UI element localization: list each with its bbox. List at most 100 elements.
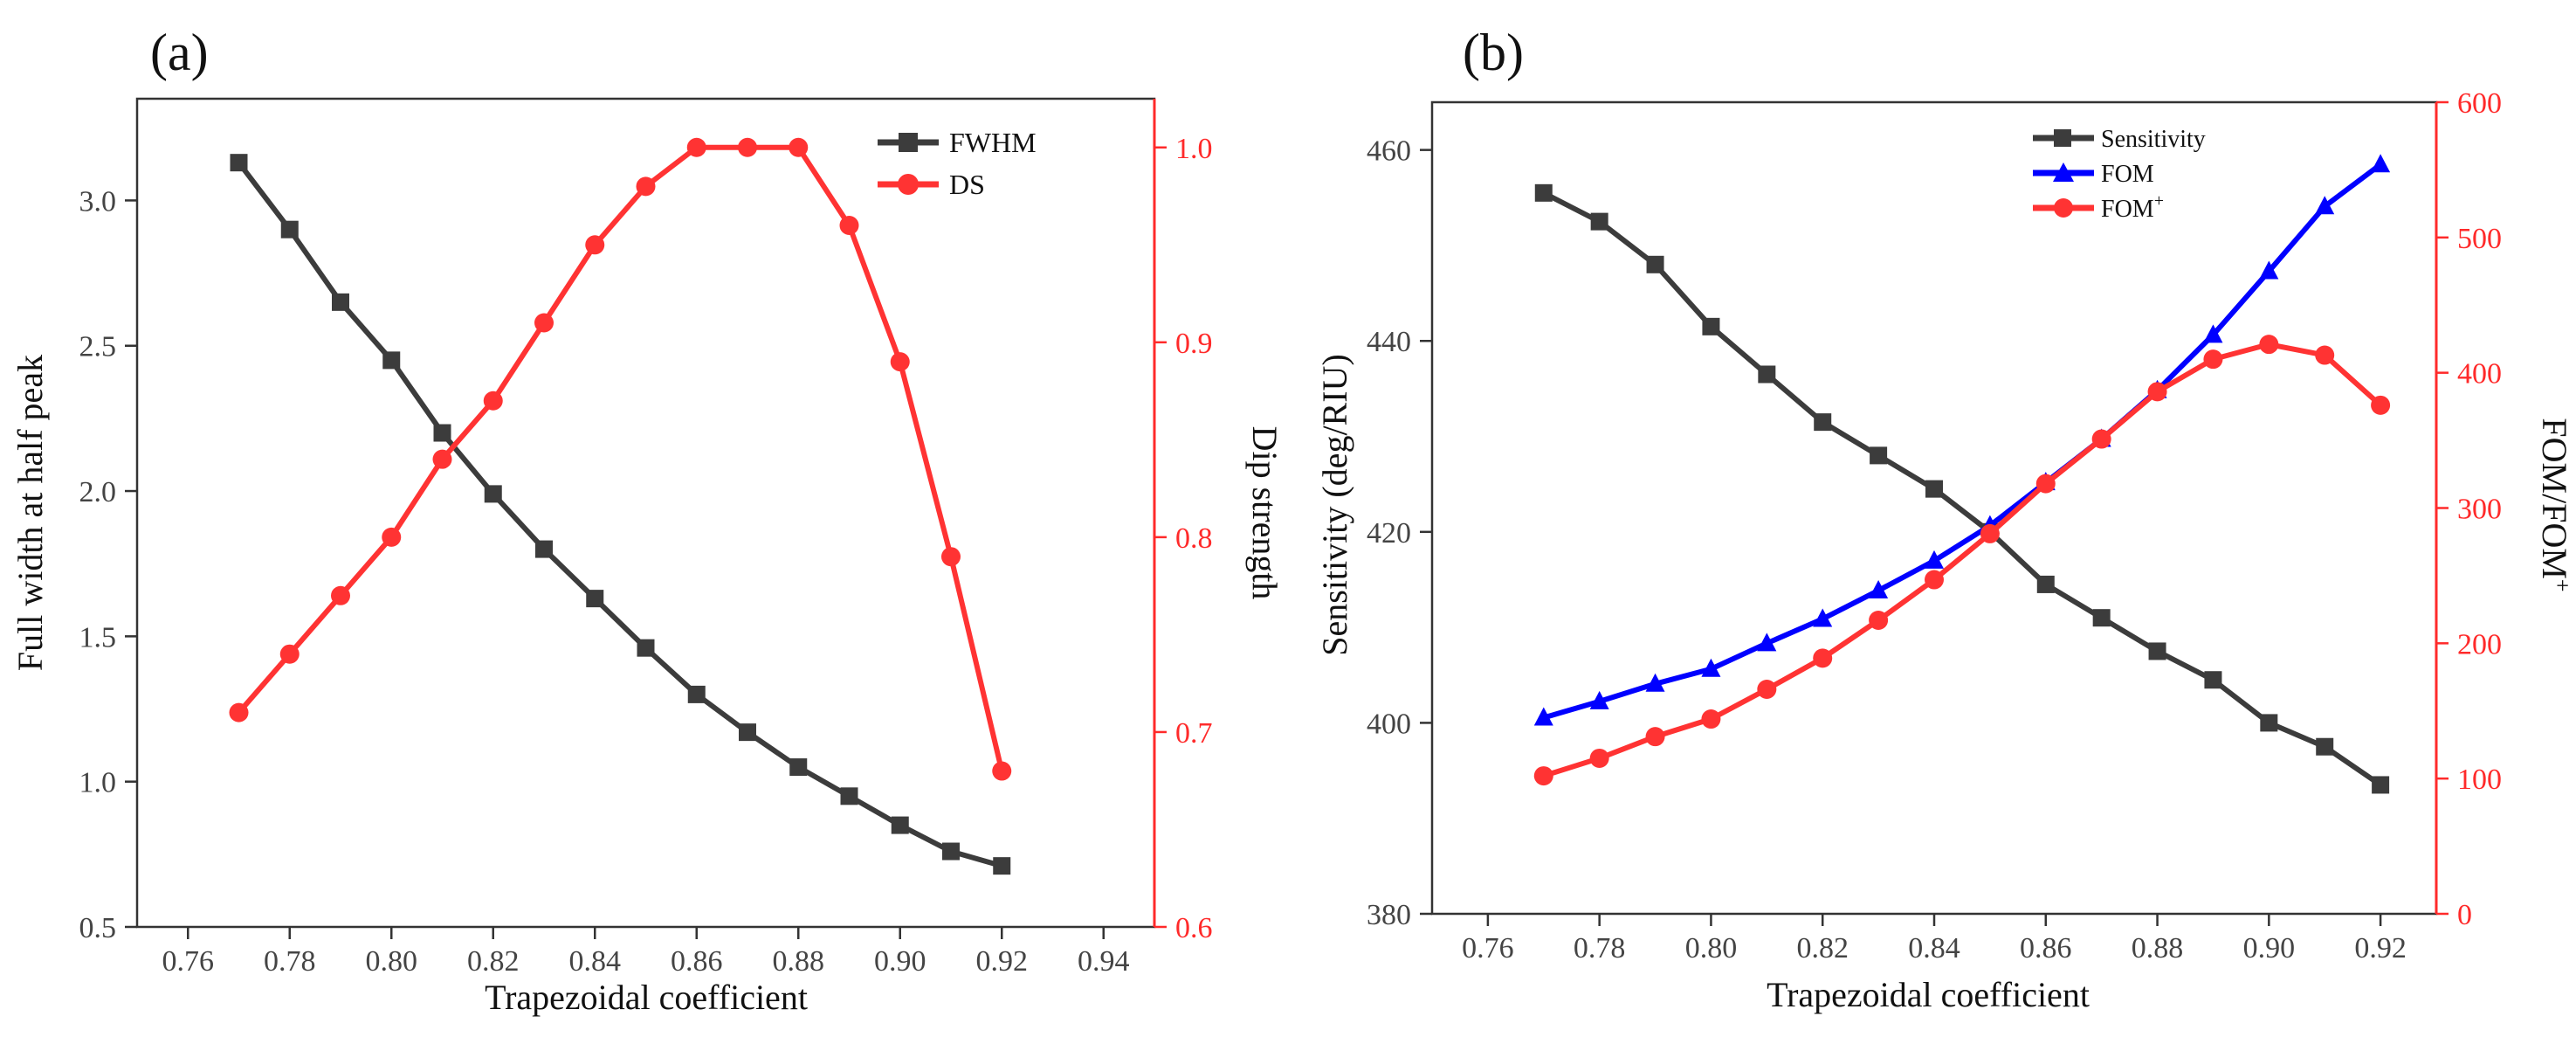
right-y-tick-label: 500 (2457, 223, 2502, 255)
fom-data-point (2315, 196, 2335, 215)
fom-data-point (1533, 707, 1553, 726)
fomplus-data-point (2147, 382, 2167, 402)
ds-data-point (585, 235, 605, 255)
x-tick-label: 0.80 (366, 945, 418, 978)
panel-a-right-y-ticks: 0.6 0.7 0.8 0.9 1.0 (1153, 99, 1213, 944)
ds-data-point (992, 761, 1012, 781)
ds-data-point (229, 702, 249, 722)
right-y-tick-label: 0.8 (1175, 522, 1213, 555)
fwhm-series-line (237, 161, 1003, 869)
left-y-tick-label: 1.5 (79, 621, 117, 653)
fomplus-data-point (1925, 570, 1944, 590)
panel-b-series (1533, 154, 2391, 794)
x-tick-label: 0.78 (264, 945, 316, 978)
ds-data-point (534, 313, 554, 333)
right-y-tick-label: 100 (2457, 764, 2502, 796)
x-tick-label: 0.84 (1908, 932, 1960, 964)
sensitivity-data-point (2316, 737, 2334, 756)
x-tick-label: 0.88 (773, 945, 825, 978)
panel-b-x-ticks: 0.76 0.78 0.80 0.82 0.84 0.86 0.88 0.90 0.92 (1462, 914, 2407, 964)
panel-b-legend: Sensitivity FOM FOM+ (2033, 126, 2206, 223)
left-y-tick-label: 2.5 (79, 331, 117, 363)
panel-a-legend: FWHM DS (878, 127, 1037, 200)
sensitivity-data-point (1590, 212, 1608, 231)
ds-data-point (686, 137, 706, 157)
fomplus-data-point (2371, 395, 2391, 415)
fwhm-data-point (687, 685, 706, 703)
legend-fwhm-marker (899, 133, 918, 152)
fom-data-point (2203, 324, 2223, 343)
ds-data-point (483, 391, 503, 411)
left-y-tick-label: 400 (1367, 708, 1411, 740)
fwhm-data-point (535, 540, 553, 558)
fom-data-point (1925, 550, 1944, 569)
sensitivity-data-point (2036, 575, 2055, 593)
ds-data-point (738, 137, 757, 157)
sensitivity-data-point (1758, 365, 1776, 384)
fwhm-data-point (433, 424, 451, 442)
panel-b-label: (b) (1463, 24, 1524, 81)
left-y-tick-label: 0.5 (79, 912, 117, 944)
fomplus-data-point (1980, 523, 2000, 543)
panel-b-right-y-ticks: 0 100 200 300 400 500 600 (2435, 87, 2502, 931)
sensitivity-data-point (1646, 255, 1664, 273)
fom-data-point (1757, 633, 1777, 652)
right-y-tick-label: 0.7 (1175, 717, 1213, 750)
fom-data-point (1701, 658, 1721, 677)
x-tick-label: 0.94 (1078, 945, 1130, 978)
right-y-tick-label: 1.0 (1175, 133, 1213, 165)
fwhm-data-point (789, 758, 808, 777)
left-y-tick-label: 440 (1367, 326, 1411, 358)
fwhm-data-point (637, 639, 655, 657)
sensitivity-data-point (2148, 642, 2166, 660)
legend-fom-marker (2053, 162, 2074, 182)
right-y-tick-label: 300 (2457, 494, 2502, 526)
fom-data-point (2259, 260, 2279, 280)
sensitivity-data-point (1814, 413, 1832, 432)
left-y-tick-label: 3.0 (79, 185, 117, 218)
left-y-tick-label: 460 (1367, 135, 1411, 168)
legend-sensitivity-label: Sensitivity (2101, 126, 2206, 153)
x-tick-label: 0.92 (2354, 932, 2407, 964)
fom-data-point (1645, 673, 1665, 692)
fom-series-line (1542, 162, 2382, 721)
sensitivity-data-point (2092, 609, 2111, 627)
fomplus-data-point (2035, 474, 2056, 494)
legend-fomplus-label: FOM+ (2101, 191, 2164, 223)
fom-data-point (1589, 690, 1609, 709)
fwhm-data-point (280, 220, 299, 239)
x-tick-label: 0.92 (976, 945, 1029, 978)
right-y-tick-label: 0.9 (1175, 328, 1213, 360)
panel-a-series (229, 137, 1012, 875)
fwhm-data-point (942, 842, 960, 861)
fwhm-data-point (484, 485, 502, 503)
panel-b-left-y-axis-title: Sensitivity (deg/RIU) (1315, 354, 1354, 656)
right-y-tick-label: 200 (2457, 628, 2502, 660)
panel-a-right-y-axis-title: Dip strength (1245, 426, 1285, 600)
left-y-tick-label: 2.0 (79, 476, 117, 508)
x-tick-label: 0.88 (2132, 932, 2184, 964)
fwhm-data-point (332, 293, 349, 311)
fomplus-data-point (2315, 345, 2335, 365)
panel-b-x-axis-title: Trapezoidal coefficient (1767, 975, 2090, 1014)
panel-b: (b) 0.76 0.78 0.80 0.82 0.84 0.86 0.88 0.90 0.92… (1315, 24, 2575, 1014)
legend-sensitivity-marker (2054, 129, 2071, 147)
fomplus-data-point (2259, 335, 2279, 355)
legend-fomplus-marker (2054, 198, 2073, 218)
left-y-tick-label: 1.0 (79, 767, 117, 799)
fwhm-data-point (891, 816, 909, 834)
fom-data-point (2371, 154, 2391, 173)
right-y-tick-label: 400 (2457, 358, 2502, 391)
sensitivity-data-point (1925, 480, 1943, 498)
legend-fwhm-label: FWHM (949, 127, 1037, 158)
fwhm-data-point (382, 351, 401, 370)
ds-data-point (636, 176, 656, 197)
legend-ds-label: DS (949, 169, 985, 200)
ds-data-point (839, 215, 859, 235)
right-y-tick-label: 0.6 (1175, 912, 1213, 944)
sensitivity-data-point (1870, 446, 1888, 465)
panel-a-left-y-ticks: 0.5 1.0 1.5 2.0 2.5 3.0 (79, 185, 137, 944)
fwhm-data-point (739, 723, 756, 742)
